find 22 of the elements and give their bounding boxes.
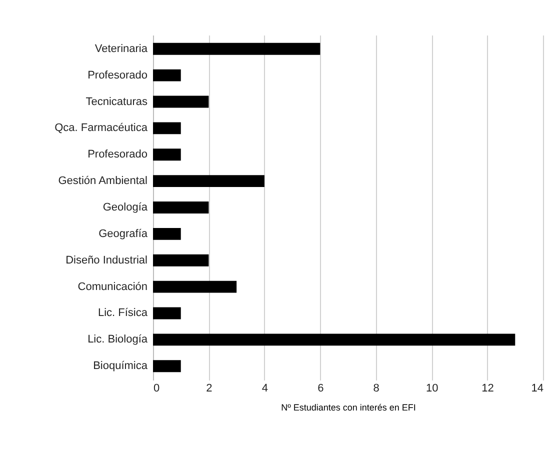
x-axis-title: Nº Estudiantes con interés en EFI <box>281 402 416 412</box>
y-tick-label: Geología <box>102 202 148 214</box>
y-tick-label: Comunicación <box>78 280 148 293</box>
x-tick-label: 6 <box>318 382 324 394</box>
y-tick-label: Bioquímica <box>93 360 148 372</box>
x-tick-label: 2 <box>206 382 212 394</box>
y-tick-label: Geografía <box>98 228 148 240</box>
y-tick-label: Qca. Farmacéutica <box>54 122 148 134</box>
y-tick-label: Gestión Ambiental <box>58 175 148 188</box>
y-tick-label: Profesorado <box>88 69 148 82</box>
y-tick-label: Veterinaria <box>94 42 148 55</box>
y-tick-label: Tecnicaturas <box>86 96 148 108</box>
x-tick-label: 0 <box>154 382 160 394</box>
y-tick-label: Diseño Industrial <box>66 254 148 266</box>
y-tick-label: Lic. Biología <box>88 334 148 346</box>
x-tick-label: 8 <box>373 382 380 394</box>
y-tick-label: Lic. Física <box>98 307 148 320</box>
y-tick-label: Profesorado <box>88 148 148 161</box>
x-tick-label: 12 <box>482 382 494 394</box>
x-tick-label: 14 <box>531 382 544 394</box>
x-tick-label: 4 <box>262 382 268 394</box>
x-tick-label: 10 <box>426 382 438 394</box>
